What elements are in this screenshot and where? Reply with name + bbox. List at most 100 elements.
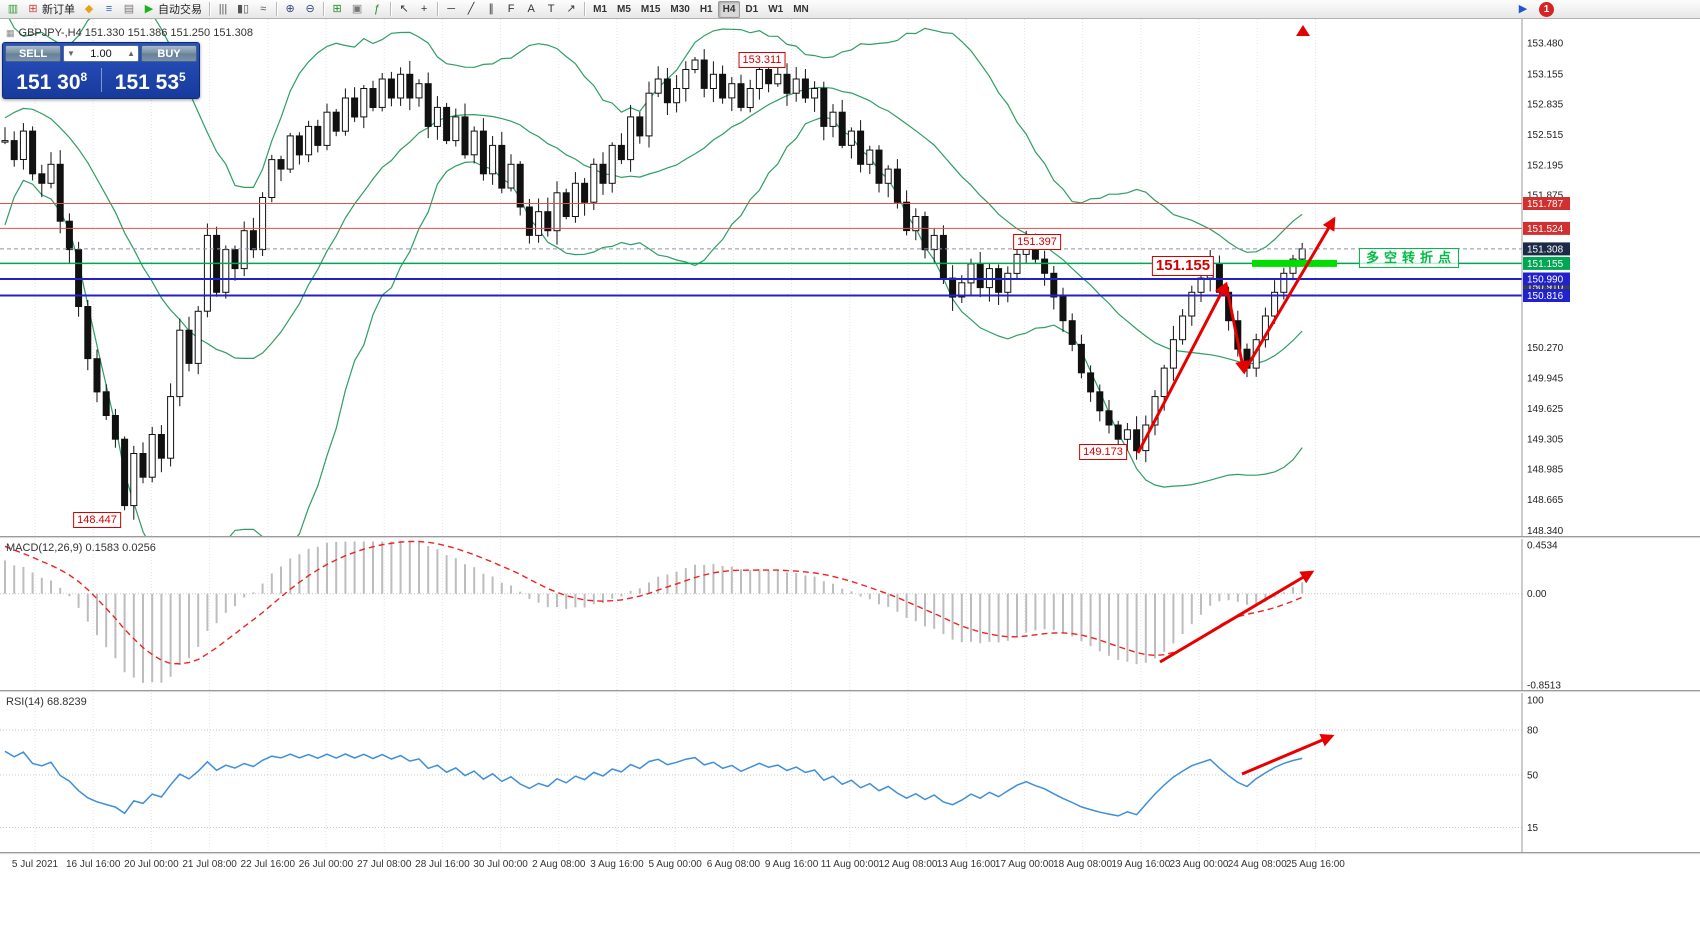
timeframe-h4[interactable]: H4 <box>717 0 741 18</box>
zoom-out-icon[interactable]: ⊖ <box>300 1 320 18</box>
time-label: 26 Jul 00:00 <box>298 859 354 870</box>
horizontal-line-icon: ─ <box>447 2 455 15</box>
timeframe-m1[interactable]: M1 <box>588 1 612 18</box>
time-label: 19 Aug 16:00 <box>1111 859 1171 870</box>
new-chart-icon[interactable]: ▥ <box>3 1 23 18</box>
arrows-tool-icon[interactable]: ↗ <box>561 1 581 18</box>
price-tag-text: 151.787 <box>1527 199 1564 210</box>
trendline-icon[interactable]: ╱ <box>461 1 481 18</box>
chart-annotations: 153.311 151.397 151.155 149.173 148.447 多空转折点 <box>0 19 1700 943</box>
price-tick-label: 149.305 <box>1527 434 1564 445</box>
rsi-line[interactable] <box>4 750 1303 817</box>
price-tag-151.787 <box>1523 197 1570 210</box>
trend-arrow-1[interactable] <box>1136 281 1228 454</box>
data-window-icon[interactable]: ▤ <box>119 1 139 18</box>
cursor-icon[interactable]: ↖ <box>394 1 414 18</box>
candles-chart-type-icon: ▮▯ <box>237 2 250 15</box>
support-zone-bar[interactable] <box>1252 259 1337 267</box>
crosshair-icon[interactable]: + <box>414 1 434 18</box>
rsi-axis-label: 100 <box>1527 696 1544 707</box>
timeframe-d1[interactable]: D1 <box>740 1 763 18</box>
tile-windows-icon[interactable]: ⊞ <box>327 1 347 18</box>
candles <box>1 49 1306 520</box>
channel-icon[interactable]: ∥ <box>481 1 501 18</box>
chart-shift-icon: ▶ <box>1518 3 1528 15</box>
chart-shift-icon[interactable]: ▶ <box>1513 1 1533 18</box>
toolbar: ▥ ⊞ 新订单 ◆ ≡ ▤ ▶ 自动交易 ||| ▮▯ ≈ ⊕ ⊖ ⊞ ▣ ƒ ↖ + ─ ╱ ∥ F A T ↗ M1 M5 M15… <box>0 0 1700 19</box>
volume-up-icon[interactable]: ▲ <box>127 49 135 58</box>
fibonacci-icon[interactable]: F <box>501 1 521 18</box>
macd-histogram[interactable] <box>4 541 1304 683</box>
scroll-to-end-marker[interactable] <box>1296 25 1310 36</box>
market-watch-icon[interactable]: ≡ <box>99 1 119 18</box>
bollinger-upper-band[interactable] <box>5 19 1303 253</box>
rsi-trend-arrow[interactable] <box>1241 733 1335 776</box>
swing-label-148.447[interactable]: 148.447 <box>73 512 121 528</box>
panel-separator[interactable] <box>0 852 1700 855</box>
tile-windows-icon: ⊞ <box>332 2 342 15</box>
new-chart-icon: ▥ <box>7 2 19 15</box>
time-axis[interactable]: 5 Jul 2021 16 Jul 16:00 20 Jul 00:00 21 Jul… <box>0 855 1700 879</box>
note-turning-point[interactable]: 多空转折点 <box>1358 248 1460 268</box>
swing-label-151.397[interactable]: 151.397 <box>1013 234 1061 250</box>
indicators-icon[interactable]: ƒ <box>367 1 387 18</box>
timeframe-m30[interactable]: M30 <box>665 1 694 18</box>
main-price-chart[interactable]: 153.480 153.155 152.835 152.515 152.195 151.8… <box>0 19 1700 536</box>
swing-label-151.155[interactable]: 151.155 <box>1151 256 1215 276</box>
rsi-indicator-panel[interactable]: 100 80 50 15 <box>0 693 1700 852</box>
swing-label-153.311[interactable]: 153.311 <box>738 52 786 68</box>
time-label: 5 Jul 2021 <box>11 859 59 870</box>
sell-button[interactable]: SELL <box>5 45 61 62</box>
chart-window-gbpjpy-h4[interactable]: 153.480 153.155 152.835 152.515 152.195 151.8… <box>0 19 1700 943</box>
horizontal-line-icon[interactable]: ─ <box>441 1 461 18</box>
toolbar-separator <box>584 2 586 16</box>
auto-trading-button[interactable]: ▶ 自动交易 <box>139 1 206 18</box>
bollinger-lower-band[interactable] <box>4 116 1303 536</box>
timeframe-w1[interactable]: W1 <box>763 1 788 18</box>
timeframe-m5[interactable]: M5 <box>612 1 636 18</box>
label-icon[interactable]: T <box>541 1 561 18</box>
label-icon: T <box>547 2 555 15</box>
trend-arrow-2[interactable] <box>1224 283 1249 375</box>
price-tick-label: 153.155 <box>1527 69 1564 80</box>
panel-separator[interactable] <box>0 690 1700 693</box>
line-chart-type-icon[interactable]: ≈ <box>253 1 273 18</box>
timeframe-mn[interactable]: MN <box>788 1 814 18</box>
swing-label-149.173[interactable]: 149.173 <box>1079 444 1127 460</box>
trend-arrow-3[interactable] <box>1242 216 1336 373</box>
chart-title-text: GBPJPY-,H4 151.330 151.386 151.250 151.3… <box>18 27 253 39</box>
macd-trend-arrow[interactable] <box>1159 570 1315 664</box>
volume-down-icon[interactable]: ▼ <box>67 49 75 58</box>
zoom-in-icon[interactable]: ⊕ <box>280 1 300 18</box>
favorites-icon[interactable]: ◆ <box>79 1 99 18</box>
new-order-button[interactable]: ⊞ 新订单 <box>23 1 79 18</box>
price-tag-text: 151.308 <box>1527 244 1564 255</box>
price-tag-text: 150.910 <box>1527 282 1564 293</box>
rsi-title-text: RSI(14) 68.8239 <box>6 696 87 708</box>
buy-button[interactable]: BUY <box>141 45 197 62</box>
timeframe-h1[interactable]: H1 <box>695 1 718 18</box>
cascade-windows-icon[interactable]: ▣ <box>347 1 367 18</box>
market-watch-icon: ≡ <box>105 2 113 15</box>
candles-chart-type-icon[interactable]: ▮▯ <box>233 1 253 18</box>
panel-separator[interactable] <box>0 536 1700 539</box>
toolbar-separator <box>276 2 278 16</box>
time-label: 20 Jul 00:00 <box>124 859 179 870</box>
price-divider <box>100 67 102 92</box>
price-tick-label: 151.875 <box>1527 191 1564 202</box>
bollinger-middle-band[interactable] <box>4 86 1303 365</box>
timeframe-m15[interactable]: M15 <box>636 1 665 18</box>
time-label: 16 Jul 16:00 <box>65 859 121 870</box>
line-chart-type-icon: ≈ <box>260 2 267 15</box>
macd-indicator-panel[interactable]: 0.4534 0.00 -0.8513 <box>0 539 1700 690</box>
macd-signal-line[interactable] <box>4 540 1303 665</box>
volume-stepper[interactable]: ▼ 1.00 ▲ <box>63 45 139 62</box>
trendline-icon: ╱ <box>467 2 475 15</box>
time-label: 12 Aug 08:00 <box>878 859 938 870</box>
price-tick-label: 148.340 <box>1527 526 1564 536</box>
bars-chart-type-icon[interactable]: ||| <box>213 1 233 18</box>
favorites-icon: ◆ <box>84 2 94 15</box>
text-icon[interactable]: A <box>521 1 541 18</box>
price-tick-label: 148.985 <box>1527 465 1564 476</box>
notification-badge[interactable]: 1 <box>1539 2 1554 17</box>
